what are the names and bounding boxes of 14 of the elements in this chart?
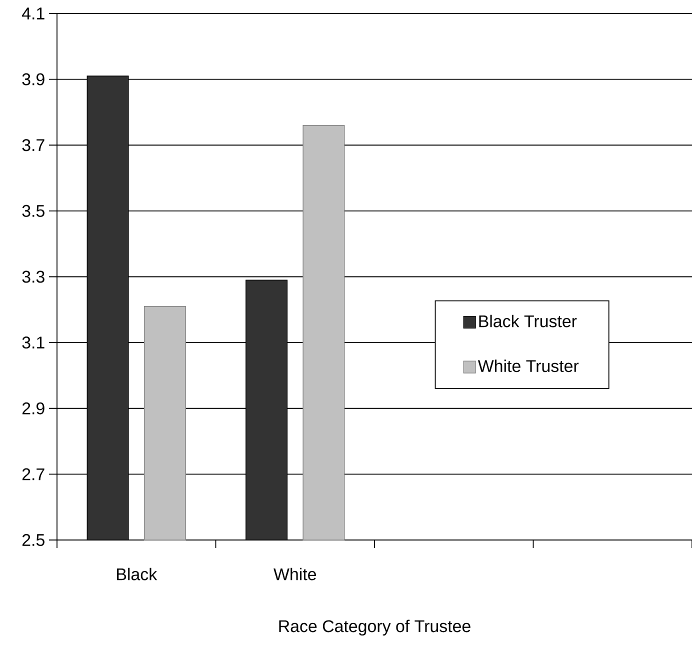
x-tick-label: White bbox=[274, 568, 316, 580]
y-tick-label: 2.9 bbox=[22, 402, 44, 414]
x-tick-label: Black bbox=[117, 568, 158, 580]
y-tick-label: 2.7 bbox=[22, 468, 44, 480]
y-tick-label: 4.1 bbox=[22, 8, 44, 20]
x-axis-title: Race Category of Trustee bbox=[279, 620, 470, 636]
y-tick-label: 3.1 bbox=[22, 336, 44, 349]
y-tick-label: 2.5 bbox=[22, 534, 44, 546]
legend-label: Black Truster bbox=[479, 314, 577, 328]
legend-label: White Truster bbox=[478, 360, 579, 372]
y-tick-label: 3.7 bbox=[22, 139, 44, 152]
y-tick-label: 3.3 bbox=[22, 270, 44, 283]
y-tick-label: 3.5 bbox=[22, 204, 44, 217]
y-tick-label: 3.9 bbox=[22, 73, 44, 86]
